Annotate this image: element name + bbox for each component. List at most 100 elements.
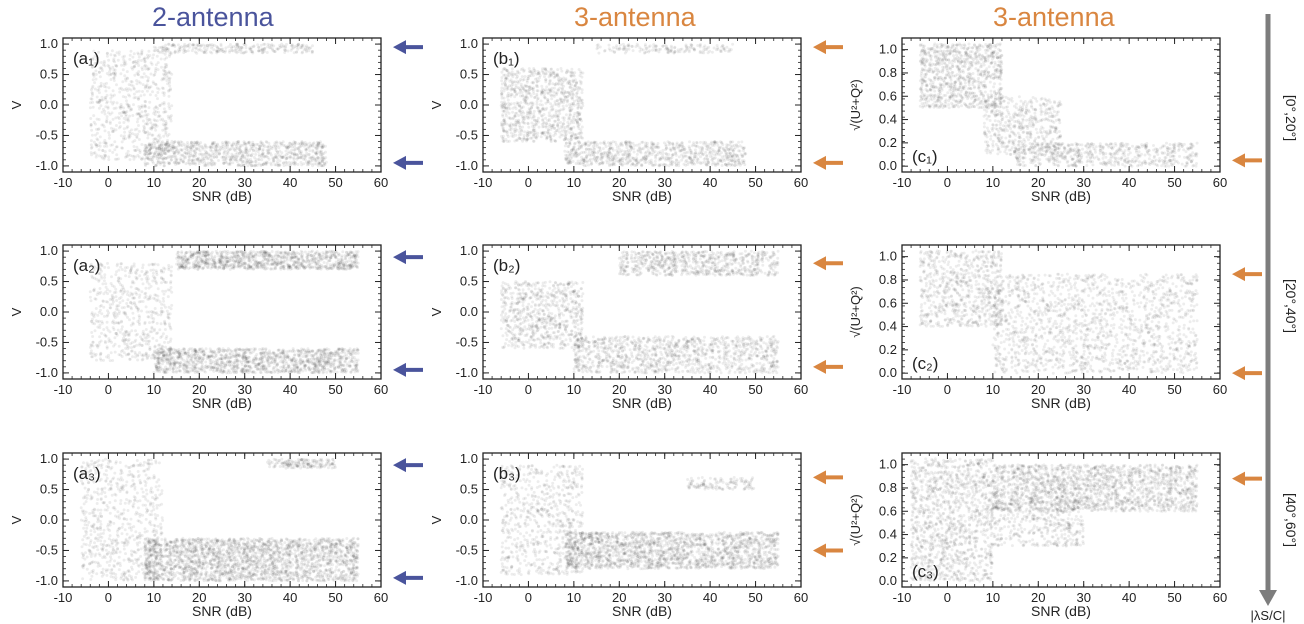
- data-point: [150, 133, 154, 137]
- data-point: [553, 83, 557, 86]
- data-point: [980, 69, 984, 73]
- data-point: [544, 116, 548, 120]
- data-point: [510, 70, 514, 74]
- data-point: [137, 89, 141, 93]
- data-point: [974, 50, 978, 54]
- data-point: [212, 152, 216, 156]
- data-point: [595, 156, 599, 159]
- data-point: [543, 75, 546, 79]
- data-point: [135, 90, 139, 94]
- data-point: [919, 43, 922, 47]
- data-point: [263, 145, 267, 149]
- data-point: [959, 53, 963, 57]
- data-point: [105, 72, 109, 75]
- data-point: [602, 141, 605, 145]
- data-point: [596, 43, 600, 47]
- data-point: [953, 60, 957, 63]
- data-point: [966, 97, 970, 101]
- data-point: [105, 54, 109, 58]
- data-point: [308, 149, 312, 153]
- data-point: [131, 55, 135, 59]
- data-point: [136, 117, 140, 121]
- data-point: [551, 104, 555, 108]
- data-point: [122, 58, 126, 62]
- data-point: [578, 86, 581, 90]
- data-point: [104, 105, 108, 109]
- data-point: [505, 85, 509, 89]
- data-point: [919, 95, 923, 99]
- data-point: [600, 156, 604, 160]
- data-point: [208, 50, 212, 54]
- data-point: [91, 78, 95, 82]
- x-axis-label: SNR (dB): [612, 188, 672, 204]
- data-point: [123, 74, 127, 78]
- data-point: [576, 159, 580, 163]
- data-point: [997, 47, 1001, 51]
- data-point: [191, 144, 195, 148]
- data-point: [126, 103, 130, 107]
- data-point: [992, 85, 996, 89]
- data-point: [129, 49, 133, 53]
- data-point: [723, 159, 727, 162]
- data-point: [677, 155, 681, 159]
- data-point: [503, 79, 507, 83]
- data-point: [506, 140, 509, 143]
- data-point: [154, 110, 158, 114]
- data-point: [948, 52, 952, 56]
- data-point: [942, 54, 946, 58]
- data-point: [618, 47, 622, 51]
- data-point: [163, 70, 167, 74]
- data-point: [119, 105, 123, 109]
- data-point: [543, 92, 546, 96]
- data-point: [699, 155, 702, 159]
- data-point: [163, 62, 167, 66]
- data-point: [163, 57, 167, 61]
- data-point: [162, 134, 166, 138]
- data-point: [217, 152, 221, 156]
- data-point: [105, 101, 109, 105]
- data-point: [125, 126, 129, 130]
- data-point: [570, 121, 573, 125]
- data-point: [212, 161, 216, 165]
- data-point: [96, 144, 100, 147]
- data-point: [111, 117, 115, 121]
- data-point: [181, 160, 185, 164]
- data-point: [693, 156, 697, 160]
- data-point: [540, 131, 544, 135]
- data-point: [573, 88, 577, 92]
- data-point: [983, 58, 987, 62]
- data-point: [264, 163, 268, 166]
- data-point: [973, 105, 977, 109]
- data-point: [944, 104, 948, 108]
- data-point: [167, 71, 171, 75]
- data-point: [506, 135, 510, 138]
- data-point: [529, 136, 533, 140]
- data-point: [972, 94, 976, 98]
- data-point: [147, 49, 151, 53]
- data-point: [279, 141, 283, 145]
- data-point: [160, 65, 163, 69]
- data-point: [997, 56, 1001, 60]
- data-point: [504, 76, 508, 80]
- data-point: [519, 111, 523, 115]
- data-point: [111, 130, 114, 134]
- data-point: [529, 110, 532, 114]
- data-point: [617, 152, 620, 156]
- data-point: [285, 42, 288, 46]
- data-point: [566, 144, 570, 148]
- data-point: [919, 50, 923, 54]
- data-point: [124, 110, 128, 114]
- data-point: [315, 143, 319, 147]
- data-point: [146, 67, 150, 71]
- data-point: [153, 137, 157, 141]
- data-point: [549, 134, 552, 138]
- data-point: [540, 69, 544, 73]
- data-point: [128, 57, 132, 61]
- data-point: [145, 114, 149, 118]
- data-point: [563, 94, 566, 98]
- data-point: [136, 132, 140, 136]
- data-point: [162, 93, 166, 97]
- data-point: [267, 157, 271, 161]
- data-point: [291, 162, 295, 166]
- data-point: [936, 69, 940, 72]
